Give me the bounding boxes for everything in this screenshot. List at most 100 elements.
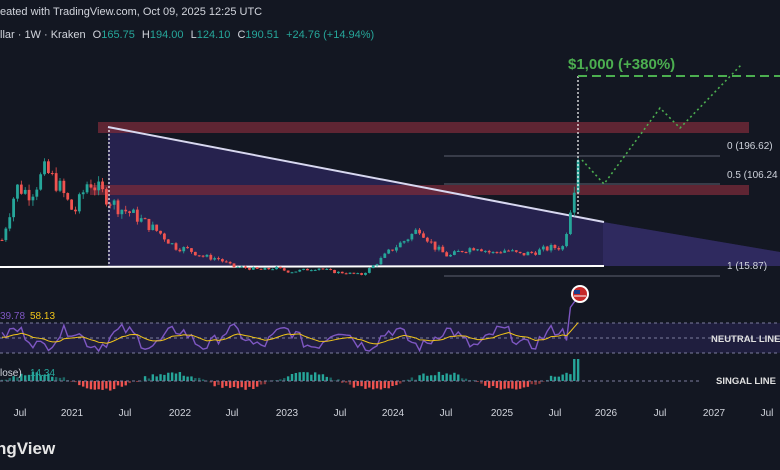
- candle-body: [286, 270, 290, 273]
- candle-body: [572, 192, 576, 213]
- histogram-bar: [414, 379, 417, 381]
- histogram-bar: [348, 381, 352, 385]
- histogram-bar: [47, 373, 50, 381]
- candle-body: [387, 249, 391, 254]
- candle-body: [433, 241, 437, 250]
- candle-body: [383, 253, 387, 258]
- fib-1-label: 1 (15.87): [727, 261, 767, 272]
- candle-body: [85, 184, 89, 193]
- histogram-bar: [418, 375, 421, 381]
- histogram-bar: [198, 377, 201, 381]
- candle-body: [251, 267, 255, 270]
- histogram-bar: [89, 381, 93, 390]
- candle-body: [541, 246, 545, 250]
- histogram-bar: [317, 374, 321, 381]
- histogram-bar: [472, 380, 475, 381]
- candle-body: [534, 252, 537, 255]
- fib-05-label: 0.5 (106.24: [727, 170, 778, 181]
- candle-body: [58, 180, 62, 191]
- histogram-bar: [530, 381, 533, 385]
- x-axis: Jul 2021 Jul 2022 Jul 2023 Jul 2024 Jul 2025 Jul 20…: [14, 408, 774, 419]
- candle-body: [352, 272, 356, 274]
- candle-body: [507, 250, 510, 252]
- histogram-bar: [356, 381, 359, 386]
- candle-body: [549, 245, 553, 251]
- candle-body: [298, 269, 302, 272]
- candle-body: [445, 252, 449, 257]
- x-tick-label: Jul: [440, 408, 453, 419]
- histogram-bar: [140, 380, 143, 382]
- candle-body: [135, 209, 139, 222]
- candle-body: [379, 257, 383, 265]
- candle-body: [159, 230, 162, 234]
- candle-body: [101, 181, 104, 190]
- histogram-bar: [97, 381, 100, 390]
- candle-body: [124, 209, 128, 212]
- candle-body: [170, 243, 174, 245]
- candle-body: [553, 245, 557, 249]
- candle-body: [495, 251, 499, 253]
- candle-body: [39, 174, 43, 190]
- candle-body: [193, 251, 197, 256]
- x-tick-label: 2026: [595, 408, 618, 419]
- histogram-bar: [549, 375, 553, 381]
- histogram-bar: [24, 375, 27, 381]
- histogram-bar: [406, 379, 410, 381]
- candle-body: [410, 233, 414, 240]
- candle-body: [538, 249, 541, 255]
- candle-body: [43, 161, 46, 175]
- x-tick-label: 2023: [276, 408, 299, 419]
- histogram-bar: [217, 381, 220, 385]
- histogram-bar: [116, 381, 120, 386]
- candle-body: [108, 204, 112, 206]
- candle-body: [236, 266, 240, 268]
- candle-body: [391, 249, 394, 251]
- x-tick-label: 2024: [382, 408, 405, 419]
- candle-body: [47, 161, 50, 174]
- histogram-bar: [553, 376, 557, 381]
- histogram-bar: [4, 379, 8, 381]
- histogram-bar: [259, 381, 263, 385]
- histogram-bar: [263, 381, 267, 385]
- candle-body: [240, 266, 244, 268]
- histogram-bar: [151, 374, 154, 381]
- candle-body: [35, 189, 39, 197]
- candle-body: [155, 224, 159, 231]
- histogram-bar: [542, 381, 545, 382]
- candle-body: [325, 268, 329, 270]
- candle-body: [294, 271, 298, 273]
- histogram-bar: [360, 381, 363, 387]
- histogram-bar: [576, 359, 580, 381]
- candle-body: [367, 268, 371, 273]
- histogram-bar: [457, 374, 460, 381]
- candle-body: [19, 184, 23, 194]
- histogram-bar: [491, 381, 495, 387]
- candle-body: [275, 266, 278, 270]
- fib-0-label: 0 (196.62): [727, 141, 773, 152]
- x-tick-label: 2027: [703, 408, 726, 419]
- close-value: 190.51: [245, 29, 279, 41]
- histogram-bar: [391, 381, 394, 387]
- candle-body: [406, 239, 410, 242]
- candle-body: [139, 218, 143, 222]
- candle-body: [472, 248, 476, 251]
- candle-body: [348, 272, 352, 274]
- price-chart[interactable]: llar · 1W · Kraken O165.75 H194.00 L124.…: [0, 0, 780, 428]
- histogram-bar: [321, 374, 325, 381]
- candle-body: [232, 263, 236, 267]
- histogram-bar: [256, 381, 259, 387]
- histogram-bar: [120, 381, 124, 387]
- candle-body: [395, 247, 398, 251]
- candle-body: [425, 237, 429, 242]
- candle-body: [255, 267, 259, 269]
- histogram-bar: [375, 381, 379, 389]
- signal-line-label: SINGAL LINE: [716, 376, 776, 387]
- histogram-bar: [430, 375, 433, 381]
- histogram-bar: [182, 375, 185, 381]
- histogram-bar: [109, 381, 112, 391]
- candle-body: [511, 250, 514, 252]
- histogram-bar: [0, 379, 4, 381]
- histogram-bar: [329, 377, 332, 381]
- histogram-bars: [0, 359, 580, 391]
- rsi-ma-line: [1, 322, 579, 345]
